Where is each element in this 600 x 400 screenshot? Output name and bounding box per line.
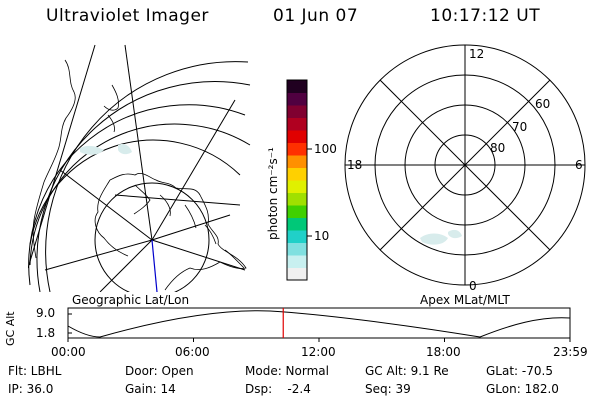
lat-arc [94,182,210,292]
info-gain: Gain: 14 [125,382,176,396]
colorbar-step [287,242,307,256]
mlat-label-80: 80 [490,141,505,155]
time-tick-0000: 00:00 [51,345,86,359]
lat-arc [29,123,251,266]
colorbar-step [287,142,307,156]
lat-arc [36,81,251,292]
coastline [94,172,247,291]
colorbar-step [287,205,307,218]
altitude-plot [67,307,571,342]
app-title: Ultraviolet Imager [46,6,209,26]
altitude-ylabel: GC Alt [4,311,17,346]
colorbar-unit: photon cm⁻²s⁻¹ [266,147,280,240]
info-mode: Mode: Normal [245,364,329,378]
mlt-label-0: 0 [469,279,477,293]
altitude-ytick-9: 9.0 [36,306,56,320]
time-tick-2359: 23:59 [553,345,588,359]
colorbar-tick-10: 10 [314,229,329,243]
geographic-label: Geographic Lat/Lon [72,293,190,307]
lat-arc [29,139,241,246]
time-tick-1800: 18:00 [426,345,461,359]
apex-label: Apex MLat/MLT [420,293,510,307]
colorbar-step [287,230,307,243]
colorbar-step [287,80,307,93]
colorbar-step [287,117,307,131]
coastline [32,59,76,259]
colorbar-tick-100: 100 [314,142,337,156]
colorbar-step [287,192,307,206]
time-tick-1200: 12:00 [301,345,336,359]
mlt-label-12: 12 [469,47,484,61]
colorbar-step [287,130,307,143]
mlat-label-70: 70 [512,120,527,134]
coastline [133,184,197,229]
colorbar-step [287,155,307,168]
coastline [103,84,119,133]
apex-polar-plot [344,44,586,286]
altitude-curve [67,310,571,338]
info-filter: Flt: LBHL [8,364,62,378]
lat-arc [28,104,246,286]
info-seq: Seq: 39 [365,382,411,396]
colorbar: 100 10 photon cm⁻²s⁻¹ [266,79,337,281]
mlt-label-18: 18 [347,158,362,172]
satellite-meridian [151,239,158,292]
colorbar-step [287,92,307,106]
info-glon: GLon: 182.0 [486,382,559,396]
colorbar-step [287,105,307,118]
info-dsp: Dsp: -2.4 [245,382,311,396]
info-glat: GLat: -70.5 [486,364,553,378]
colorbar-step [287,217,307,231]
colorbar-step [287,267,307,281]
colorbar-step [287,255,307,268]
info-ip: IP: 36.0 [8,382,54,396]
header-date: 01 Jun 07 [273,6,359,26]
colorbar-step [287,167,307,181]
time-tick-0600: 06:00 [175,345,210,359]
colorbar-steps [287,80,307,281]
mlt-label-6: 6 [575,158,583,172]
lat-arc [45,61,249,292]
coastline [204,224,245,269]
header-time: 10:17:12 UT [430,6,541,26]
colorbar-step [287,180,307,193]
geographic-map [28,44,251,292]
altitude-ytick-1-8: 1.8 [36,326,56,340]
mlat-label-60: 60 [535,97,550,111]
info-door: Door: Open [125,364,194,378]
info-gc-alt: GC Alt: 9.1 Re [365,364,449,378]
